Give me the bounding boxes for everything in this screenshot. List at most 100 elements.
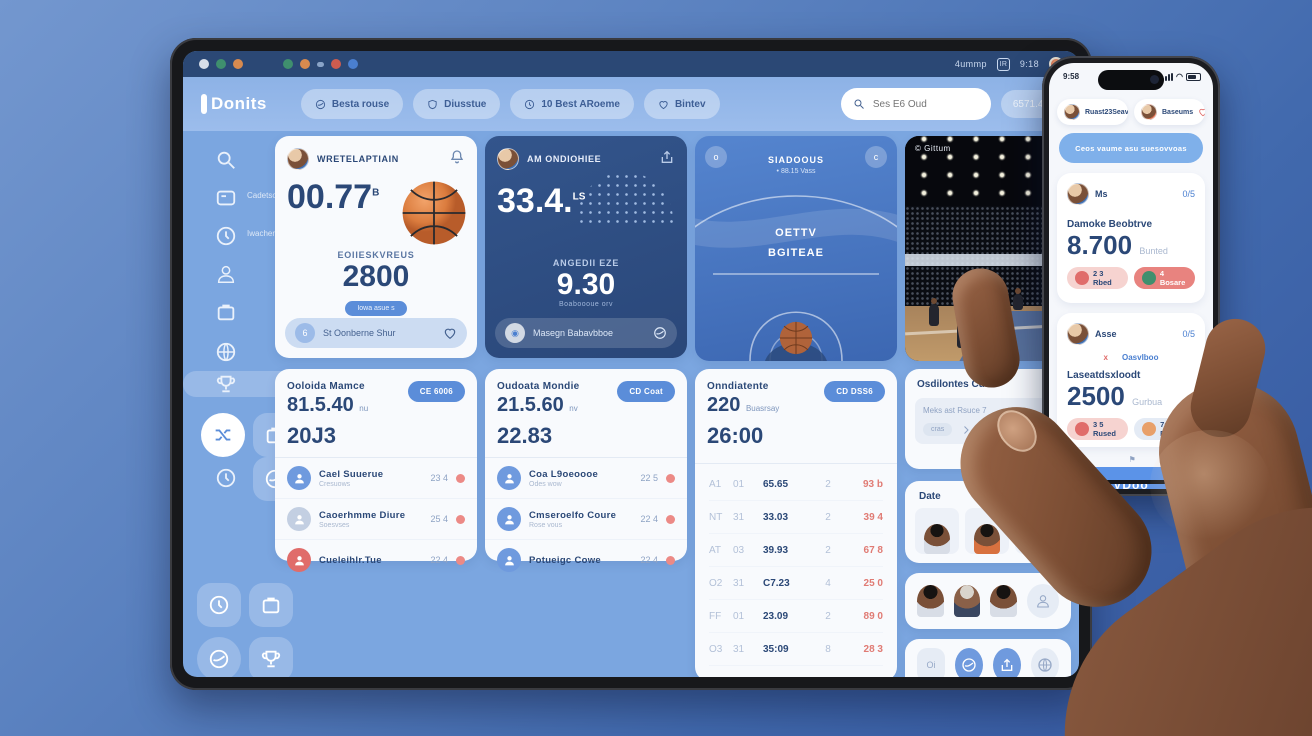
inline-link[interactable]: Oasvlboo [1122,353,1159,362]
list-item[interactable]: Coa L9oeoooe Odes wow 22 5 [485,458,687,499]
search-input[interactable] [872,98,979,110]
stat-card-captain[interactable]: WRETELAPTIAIN 00.77B EOIIESKVREUS 2800 I… [275,136,477,358]
stat-list-card-1[interactable]: Ooloida Mamce 81.5.40 nu CE 6006 20J3 Ca… [275,369,477,572]
target-icon [315,99,326,110]
status-time: 9:18 [1019,59,1039,69]
clock-icon [215,225,237,247]
bell-icon[interactable] [449,149,465,170]
main-content: WRETELAPTIAIN 00.77B EOIIESKVREUS 2800 I… [275,131,1079,677]
stats-button[interactable] [955,648,983,677]
player-photo[interactable] [917,585,944,617]
table-row[interactable]: A1 01 65.65 2 93 b [709,468,883,501]
chart-button[interactable] [993,648,1021,677]
heart-icon[interactable] [1198,107,1205,117]
avatar [497,148,519,170]
player-tile[interactable] [915,508,959,554]
table-row[interactable]: AT 03 39.93 2 67 8 [709,534,883,567]
stat-card-dark[interactable]: AM ONDIOHIEE 33.4.LS ANGEDII EZE 9.30 Bo… [485,136,687,358]
add-player-button[interactable] [1026,584,1059,618]
grid-button[interactable]: Oi [917,648,945,677]
search-icon [853,98,865,110]
player-icon [497,548,521,572]
shield-icon [427,99,438,110]
avatar [1141,104,1157,120]
player-photo[interactable] [990,585,1017,617]
sidebar-item-profile[interactable] [211,259,241,289]
list-item[interactable]: Potueigc Cowe 22 4 [485,540,687,580]
summary-pill[interactable]: cras [923,423,953,436]
sidebar-active-button[interactable] [201,413,245,457]
mini-avatar [1142,422,1157,436]
stat-list-card-2[interactable]: Oudoata Mondie 21.5.60 nv CD Coat 22.83 … [485,369,687,572]
settings-button[interactable] [1031,648,1059,677]
sidebar-quick-swoosh[interactable] [197,637,241,677]
card-button[interactable]: CD DSS6 [824,381,885,402]
sidebar-quick-clock[interactable] [197,583,241,627]
list-item[interactable]: Caoerhmme Diure Soesvses 25 4 [275,499,477,540]
home-indicator[interactable] [1096,480,1166,484]
list-item[interactable]: Cael Suuerue Cresuows 23 4 [275,458,477,499]
arena-band [905,254,1071,266]
nav-item-discover[interactable]: Diusstue [413,89,501,119]
player-photo[interactable] [953,585,981,617]
table-row[interactable]: O2 31 C7.23 4 25 0 [709,567,883,600]
team-card[interactable] [905,573,1071,629]
avatar [287,148,309,170]
card-title: Ooloida Mamce [287,381,365,392]
court-left-button[interactable]: o [705,146,727,168]
phone-screen: 9:58 ◠ Ruast23Seave Baseums [1049,63,1213,489]
heart-icon[interactable] [443,326,457,340]
stat-pill[interactable]: 3 5 Rused [1067,418,1129,440]
table-row[interactable]: NT 31 33.03 2 39 4 [709,501,883,534]
nav-item-favorites[interactable]: Bintev [643,89,720,119]
phone-time: 9:58 [1063,72,1080,81]
shuffle-icon [212,424,234,446]
card-button[interactable]: CD Coat [617,381,675,402]
status-text: 4ummp [954,59,987,69]
search-bar[interactable] [840,88,991,120]
card-value: 21.5.60 nv [497,394,578,416]
sidebar-item-badge[interactable] [211,297,241,327]
player-icon [287,466,311,490]
phone-banner-button[interactable]: Ceos vaume asu suesovvoas [1059,133,1203,163]
phone-stat-card-1[interactable]: Ms 0/5 Damoke Beobtrve 8.700 Bunted 2 3 … [1057,173,1205,303]
circle-icon[interactable] [653,326,667,340]
stat-label: Laseatdsxloodt [1067,370,1141,381]
phone-device: 9:58 ◠ Ruast23Seave Baseums [1042,56,1220,496]
phone-chip-team[interactable]: Baseums [1134,99,1205,125]
sidebar-item-search[interactable] [211,145,241,175]
flag-icon[interactable]: ⚑ [1128,455,1136,464]
table-row[interactable]: O3 31 35:09 8 28 3 [709,633,883,666]
table-row[interactable]: FF 01 23.09 2 89 0 [709,600,883,633]
stat-pill[interactable]: 4 Bosare [1133,267,1195,289]
sidebar-item-timer[interactable] [211,463,241,493]
actions-card[interactable]: Oi [905,639,1071,677]
sidebar-item-player[interactable] [211,369,241,399]
card-value-2: 26:00 [707,423,764,448]
share-icon[interactable] [659,149,675,170]
status-dot-icon [300,59,310,69]
phone-chip-user[interactable]: Ruast23Seave [1057,99,1128,125]
table-row[interactable]: 193135.53361 9 [709,666,883,678]
status-dot-icon [216,59,226,69]
sidebar-quick-bag[interactable] [249,583,293,627]
card-value: 220 Buasrsay [707,394,780,416]
card-footer-bar[interactable]: 6 St Oonberne Shur [285,318,467,348]
nav-item-home[interactable]: Besta rouse [300,89,404,119]
nav-item-best[interactable]: 10 Best ARoeme [510,89,634,119]
sidebar-item-ball[interactable] [211,337,241,367]
sidebar-item-history[interactable] [211,221,241,251]
list-item[interactable]: Cueleihlr.Tue 22 4 [275,540,477,580]
list-item[interactable]: Cmseroelfo Coure Rose vous 22 4 [485,499,687,540]
wifi-icon: ◠ [1176,72,1183,81]
card-footer-bar[interactable]: ◉ Masegn Babavbboe [495,318,677,348]
sidebar-quick-trophy[interactable] [249,637,293,677]
card-action-pill[interactable]: Iowa asue s [345,301,407,316]
clock-icon [524,99,535,110]
scores-table-card[interactable]: Onndiatente 220 Buasrsay CD DSS6 26:00 A… [695,369,897,677]
sidebar-item-cards[interactable] [211,183,241,213]
stat-pill[interactable]: 2 3 Rbed [1067,267,1128,289]
card-button[interactable]: CE 6006 [407,381,465,402]
court-right-button[interactable]: c [865,146,887,168]
court-card[interactable]: o c SIADOOUS • 88.15 Vass OETTV BGITEAE [695,136,897,361]
